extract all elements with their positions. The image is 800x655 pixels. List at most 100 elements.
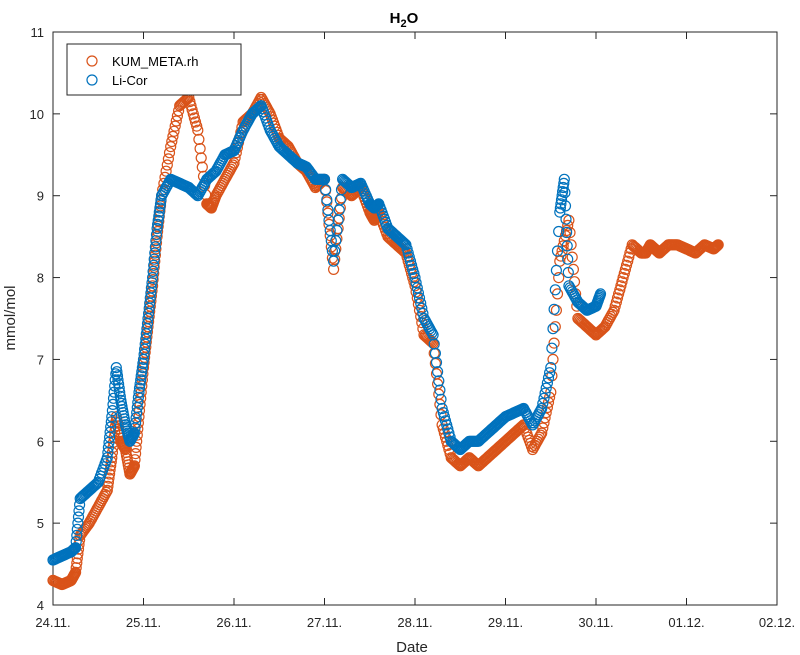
data-point [171,110,183,122]
data-point [196,161,208,173]
x-tick-label: 27.11. [307,615,342,630]
x-tick-label: 29.11. [488,615,523,630]
data-point [553,225,565,238]
y-tick-label: 8 [37,271,44,286]
data-point [129,454,141,466]
legend-label-li-cor: Li-Cor [112,73,148,88]
data-point [130,448,142,460]
data-point [429,347,441,359]
data-point [428,338,440,350]
y-tick-label: 7 [37,352,44,367]
x-tick-label: 25.11. [126,615,161,630]
y-tick-label: 9 [37,189,44,204]
data-point [227,159,239,171]
data-point [185,100,197,112]
data-point [514,422,526,434]
data-point [434,384,446,396]
legend-box [66,43,242,96]
data-point [146,277,158,289]
data-point [100,486,112,498]
series-layer [47,91,724,591]
data-point [614,284,626,296]
data-point [558,177,570,189]
legend-label-kum-meta: KUM_META.rh [112,54,198,69]
data-point [547,353,559,365]
data-point [161,159,173,171]
data-point [132,391,144,403]
data-point [114,386,126,398]
data-point [136,366,148,378]
data-point [406,259,418,271]
legend-marker-li-cor [86,74,98,86]
data-point [618,267,630,280]
data-point [155,194,167,206]
data-point [170,115,182,127]
data-point [148,253,160,265]
data-point [169,120,181,132]
data-point [548,303,560,315]
data-point [151,222,163,235]
data-point [147,265,159,277]
data-point [559,200,572,212]
data-point [191,120,203,132]
data-point [438,411,450,423]
data-point [252,103,264,115]
data-point [616,276,628,288]
data-point [71,557,83,569]
data-point [133,405,146,417]
data-point [402,247,414,259]
data-point [555,194,568,206]
data-point [412,287,424,299]
y-axis-label: mmol/mol [2,285,19,350]
data-point [610,296,623,308]
data-point [71,529,83,542]
data-point [113,382,125,394]
data-point [549,284,561,296]
data-point [323,218,335,230]
data-point [433,375,445,387]
legend: KUM_META.rh Li-Cor [66,43,242,96]
data-point [543,367,556,379]
data-point [106,411,118,423]
data-point [195,152,207,164]
data-point [540,382,552,394]
data-point [559,187,571,199]
data-point [154,202,166,214]
data-point [71,523,83,535]
data-point [162,153,174,165]
data-point [148,259,160,271]
data-point [168,125,180,137]
data-point [72,511,85,523]
data-point [135,374,147,386]
x-tick-label: 28.11. [397,615,432,630]
data-point [622,255,634,267]
data-point [110,362,122,374]
data-point [537,397,549,409]
data-point [133,386,145,398]
data-point [534,429,547,441]
data-point [154,198,167,210]
series-li-cor [47,100,607,566]
data-point [184,95,196,108]
data-point [558,173,570,185]
data-point [112,374,124,386]
data-point [149,247,161,259]
data-point [147,272,159,284]
data-point [442,423,454,435]
data-point [413,292,426,304]
data-point [546,342,558,354]
data-point [556,190,568,202]
data-point [404,255,417,267]
data-point [135,370,147,382]
data-point [560,226,573,239]
data-point [73,505,85,517]
y-tick-label: 5 [37,516,44,531]
plot-area [52,31,778,606]
data-point [128,460,140,472]
y-tick-label: 6 [37,434,44,449]
data-point [619,263,632,275]
data-point [187,108,199,120]
x-tick-label: 26.11. [216,615,251,630]
data-point [150,235,162,247]
